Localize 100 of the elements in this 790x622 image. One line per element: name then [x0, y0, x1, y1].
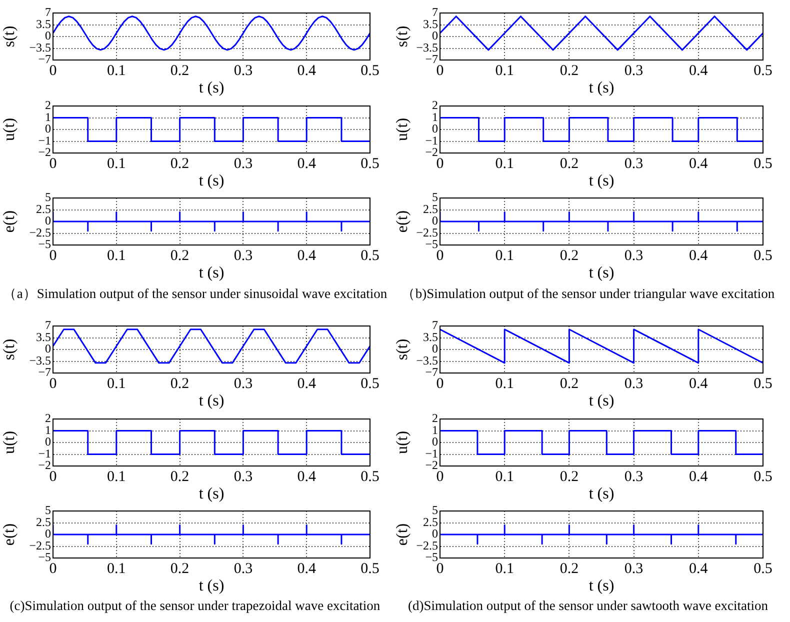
y-tick-label: −3.5 [29, 40, 51, 54]
text: （a）Simulation output of the sensor under sinusoidal wave excitation [2, 285, 388, 303]
x-tick-label: 0.3 [624, 156, 644, 172]
y-tick-label: −1 [425, 133, 438, 148]
x-tick-label: 0.2 [170, 376, 190, 392]
x-tick-label: 0.4 [297, 468, 316, 485]
x-tick-label: 0.1 [107, 156, 126, 172]
y-tick-label: −2 [38, 458, 51, 472]
y-axis-title: s(t) [394, 26, 411, 48]
y-tick-label: 1 [45, 422, 51, 437]
x-axis-title: t (s) [198, 392, 224, 410]
x-tick-label: 0.1 [495, 468, 514, 485]
y-tick-label: 2 [45, 98, 51, 112]
y-tick-label: 2 [432, 411, 438, 426]
text: (d)Simulation output of the sensor under sawtooth wave excitation [407, 598, 769, 614]
x-axis-title: t (s) [198, 264, 224, 282]
x-tick-label: 0.5 [360, 156, 380, 172]
text: (c)Simulation output of the sensor under trapezoidal wave excitation [8, 598, 382, 614]
y-tick-label: 1 [432, 110, 438, 124]
x-tick-label: 0.1 [107, 62, 126, 79]
y-tick-label: 3.5 [423, 330, 438, 344]
y-tick-label: −2 [425, 458, 438, 472]
x-tick-label: 0.1 [107, 560, 126, 577]
y-tick-label: 2 [432, 98, 438, 112]
x-tick-label: 0.1 [107, 376, 126, 392]
y-tick-label: 3.5 [36, 16, 51, 31]
y-tick-label: 0 [45, 214, 51, 228]
x-axis-title: t (s) [198, 578, 224, 595]
x-tick-label: 0.5 [754, 248, 772, 264]
y-tick-label: −7 [425, 52, 438, 66]
y-tick-label: −2.5 [29, 225, 51, 240]
x-tick-label: 0.4 [689, 156, 708, 172]
y-tick-label: −5 [425, 237, 438, 252]
x-tick-label: 0.5 [754, 156, 772, 172]
x-tick-label: 0.5 [360, 468, 380, 485]
x-tick-label: 0.5 [360, 62, 380, 79]
x-tick-label: 0.5 [360, 560, 380, 577]
x-axis-title: t (s) [588, 392, 614, 410]
y-axis-title: e(t) [0, 210, 18, 233]
y-tick-label: 0 [432, 214, 438, 228]
x-tick-label: 0.4 [297, 156, 316, 172]
y-axis-title: u(t) [0, 430, 18, 454]
x-tick-label: 0.3 [234, 468, 253, 485]
y-tick-label: 2.5 [423, 514, 438, 529]
x-tick-label: 0.3 [234, 248, 253, 264]
x-tick-label: 0.2 [170, 468, 190, 485]
y-tick-label: 7 [45, 318, 51, 332]
x-tick-label: 0.3 [624, 248, 644, 264]
x-tick-label: 0.4 [297, 248, 316, 264]
x-axis-title: t (s) [588, 80, 614, 97]
y-tick-label: −1 [38, 133, 51, 148]
x-axis-title: t (s) [198, 172, 224, 190]
x-tick-label: 0.2 [560, 376, 579, 392]
y-axis-title: s(t) [0, 338, 18, 360]
y-tick-label: 7 [432, 5, 438, 20]
y-tick-label: 0 [45, 342, 51, 356]
x-tick-label: 0.1 [107, 248, 126, 264]
x-tick-label: 0.5 [754, 376, 772, 392]
x-tick-label: 0.3 [234, 560, 253, 577]
y-tick-label: −1 [38, 446, 51, 460]
x-tick-label: 0.3 [624, 62, 644, 79]
y-tick-label: 0 [432, 122, 438, 136]
y-tick-label: 2.5 [423, 202, 438, 216]
y-axis-title: u(t) [394, 118, 411, 142]
x-tick-label: 0.1 [495, 156, 514, 172]
y-tick-label: 1 [45, 110, 51, 124]
x-tick-label: 0.2 [560, 468, 579, 485]
y-tick-label: −2 [38, 145, 51, 160]
x-tick-label: 0.3 [234, 156, 253, 172]
x-axis-title: t (s) [588, 486, 614, 503]
x-tick-label: 0.4 [689, 468, 708, 485]
x-tick-label: 0.2 [560, 156, 579, 172]
x-tick-label: 0.5 [360, 248, 380, 264]
y-tick-label: 7 [45, 5, 51, 20]
y-axis-title: e(t) [394, 210, 411, 233]
x-tick-label: 0.2 [560, 248, 579, 264]
y-tick-label: −2 [425, 145, 438, 160]
y-tick-label: 1 [432, 422, 438, 437]
y-tick-label: 2.5 [36, 514, 51, 529]
x-tick-label: 0.2 [170, 62, 190, 79]
x-tick-label: 0.1 [495, 248, 514, 264]
x-tick-label: 0.3 [624, 468, 644, 485]
y-tick-label: −3.5 [29, 353, 51, 368]
x-axis-title: t (s) [198, 486, 224, 503]
y-axis-title: u(t) [0, 118, 18, 142]
text: （b)Simulation output of the sensor under triangular wave excitation [400, 285, 776, 303]
x-axis-title: t (s) [198, 80, 224, 97]
y-tick-label: −5 [38, 550, 51, 564]
x-tick-label: 0.4 [297, 62, 316, 79]
x-tick-label: 0.5 [360, 376, 380, 392]
y-tick-label: −2.5 [29, 538, 51, 552]
x-axis-title: t (s) [588, 264, 614, 282]
y-tick-label: −7 [38, 52, 51, 66]
y-tick-label: 0 [45, 526, 51, 541]
y-tick-label: 5 [45, 190, 51, 204]
y-tick-label: 0 [45, 434, 51, 449]
x-tick-label: 0.2 [170, 248, 190, 264]
x-tick-label: 0.5 [754, 468, 772, 485]
y-axis-title: s(t) [0, 26, 18, 48]
y-tick-label: 0 [45, 122, 51, 136]
